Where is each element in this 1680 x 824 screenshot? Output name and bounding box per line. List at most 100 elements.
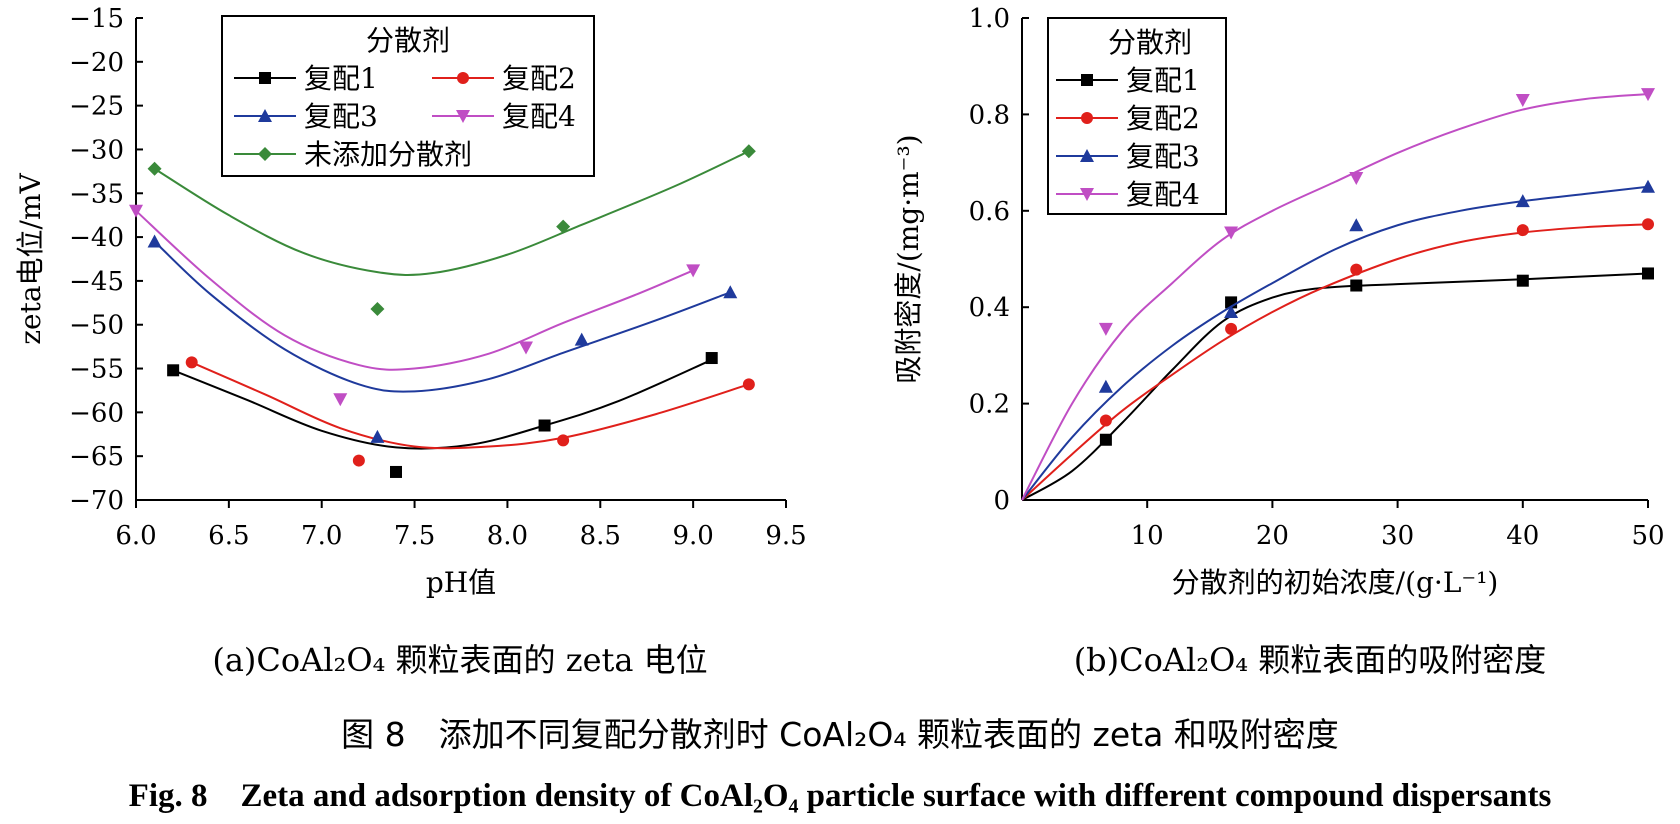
data-point xyxy=(723,285,738,299)
data-point xyxy=(1224,226,1239,240)
y-tick-label: −20 xyxy=(69,48,124,78)
legend-marker xyxy=(1080,149,1094,162)
data-point xyxy=(1349,172,1364,186)
data-point xyxy=(129,204,143,218)
legend-label: 复配2 xyxy=(1126,102,1200,135)
legend-label: 复配1 xyxy=(1126,64,1200,97)
data-point xyxy=(1516,224,1529,237)
legend-marker xyxy=(1081,112,1093,124)
y-tick-label: −30 xyxy=(69,135,124,165)
y-tick-label: −35 xyxy=(69,179,124,209)
x-axis-label: pH值 xyxy=(426,566,496,599)
data-point xyxy=(556,219,571,234)
data-point xyxy=(1099,433,1112,446)
legend-label: 未添加分散剂 xyxy=(304,138,472,171)
data-point xyxy=(1515,194,1530,208)
series-fit-line xyxy=(1021,185,1649,501)
legend-label: 复配1 xyxy=(304,62,378,95)
legend-label: 复配3 xyxy=(1126,140,1200,173)
x-tick-label: 9.0 xyxy=(672,521,713,551)
y-tick-label: −70 xyxy=(69,486,124,516)
data-point xyxy=(741,144,756,159)
data-point xyxy=(167,364,180,377)
series-fit-line xyxy=(135,210,694,371)
data-point xyxy=(686,264,701,278)
y-tick-label: 0.2 xyxy=(969,390,1010,420)
data-point xyxy=(519,341,533,355)
data-point xyxy=(1350,263,1363,276)
y-axis-label: zeta电位/mV xyxy=(14,172,47,344)
x-tick-label: 6.5 xyxy=(208,521,249,551)
series-fit-line xyxy=(154,150,750,276)
data-point xyxy=(1641,88,1655,102)
y-tick-label: −50 xyxy=(69,311,124,341)
y-tick-label: 1.0 xyxy=(969,4,1010,34)
y-tick-label: −15 xyxy=(69,4,124,34)
y-tick-label: 0.8 xyxy=(969,100,1010,130)
legend-label: 复配2 xyxy=(502,62,576,95)
data-point xyxy=(370,301,385,316)
figure-caption-english: Fig. 8 Zeta and adsorption density of Co… xyxy=(128,778,1552,814)
data-point xyxy=(1642,218,1654,231)
series-fit-line xyxy=(172,358,713,450)
legend-label: 复配4 xyxy=(502,100,576,133)
x-tick-label: 9.5 xyxy=(765,521,806,551)
x-tick-label: 6.0 xyxy=(115,521,156,551)
series-fit-line xyxy=(1021,223,1649,501)
data-point xyxy=(1641,179,1655,193)
data-point xyxy=(1224,305,1239,319)
data-point xyxy=(538,419,551,432)
series-fit-line xyxy=(1021,272,1649,501)
x-tick-label: 10 xyxy=(1131,521,1164,551)
data-point xyxy=(1642,267,1654,280)
legend-box xyxy=(1047,17,1227,215)
legend-title: 分散剂 xyxy=(366,24,450,57)
legend-marker xyxy=(259,72,271,84)
y-tick-label: 0.4 xyxy=(969,293,1010,323)
chart-b-adsorption-density: 0 0.2 0.4 0.6 0.8 1.0 10 20 30 40 50 分散剂的初始浓度/(g·L⁻… xyxy=(892,4,1665,599)
data-point xyxy=(147,234,162,248)
x-tick-label: 8.5 xyxy=(580,521,621,551)
x-tick-label: 7.5 xyxy=(394,521,435,551)
data-point xyxy=(1516,274,1529,287)
data-point xyxy=(1349,218,1364,232)
x-tick-label: 20 xyxy=(1256,521,1289,551)
x-tick-label: 8.0 xyxy=(487,521,528,551)
data-point xyxy=(185,356,198,369)
y-axis-label: 吸附密度/(mg·m⁻³) xyxy=(892,134,925,383)
data-point xyxy=(1350,279,1363,292)
x-tick-label: 40 xyxy=(1506,521,1539,551)
x-tick-label: 50 xyxy=(1631,521,1664,551)
data-point xyxy=(1515,93,1530,107)
y-tick-label: −45 xyxy=(69,267,124,297)
data-point xyxy=(705,352,718,365)
y-tick-label: 0 xyxy=(993,486,1010,516)
data-point xyxy=(333,393,348,407)
data-point xyxy=(742,378,755,391)
y-tick-label: −60 xyxy=(69,398,124,428)
legend-box xyxy=(221,15,595,177)
figure-canvas: −15 −20 −25 −30 −35 −40 −45 −50 −55 −60 −65 −70 6.0 6… xyxy=(14,4,1665,599)
series-fit-line xyxy=(1021,93,1649,501)
y-tick-label: −65 xyxy=(69,442,124,472)
legend-marker xyxy=(258,147,272,161)
data-point xyxy=(147,161,162,176)
legend-label: 复配3 xyxy=(304,100,378,133)
legend-marker xyxy=(456,110,470,123)
series-fit-line xyxy=(191,361,750,450)
data-point xyxy=(1225,322,1238,335)
data-point xyxy=(1099,414,1112,427)
chart-b-caption: (b)CoAl₂O₄ 颗粒表面的吸附密度 xyxy=(1073,641,1547,679)
x-tick-label: 30 xyxy=(1381,521,1414,551)
data-point xyxy=(352,454,365,467)
legend-title: 分散剂 xyxy=(1108,26,1192,59)
legend-marker xyxy=(457,72,469,84)
y-tick-label: −40 xyxy=(69,223,124,253)
legend-marker xyxy=(1081,74,1093,86)
data-point xyxy=(1098,379,1113,393)
series-fit-line xyxy=(153,240,731,393)
data-point xyxy=(557,434,570,447)
legend-marker xyxy=(1080,188,1094,201)
chart-a-zeta-potential: −15 −20 −25 −30 −35 −40 −45 −50 −55 −60 −65 −70 6.0 6… xyxy=(14,4,807,599)
legend-marker xyxy=(258,109,272,122)
